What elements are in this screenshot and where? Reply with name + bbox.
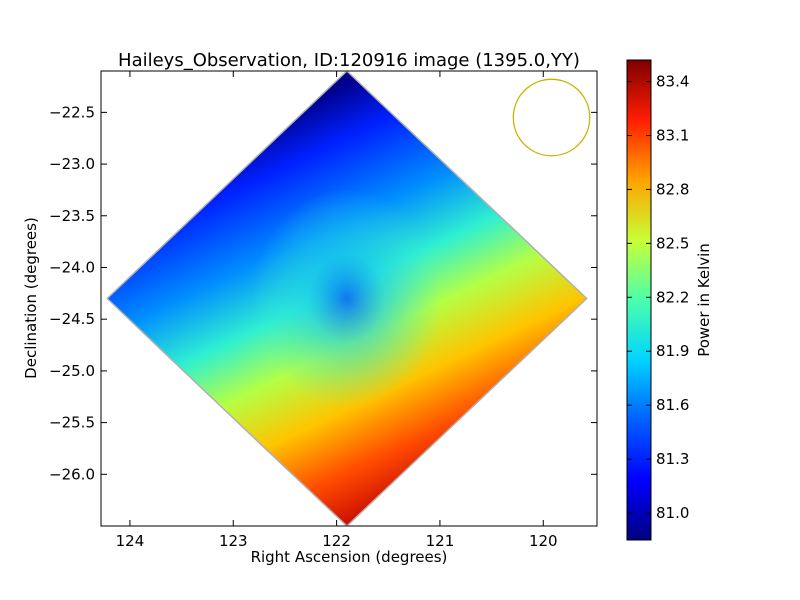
x-tick-label: 123 [219, 532, 248, 550]
colorbar-tick-label: 81.9 [656, 342, 689, 360]
y-tick-label: −23.0 [49, 155, 95, 173]
y-tick-label: −24.0 [49, 258, 95, 276]
y-tick-label: −24.5 [49, 310, 95, 328]
colorbar-tick-label: 82.2 [656, 288, 689, 306]
heatmap-layer [106, 71, 588, 526]
y-axis-label: Declination (degrees) [22, 217, 40, 379]
y-tick-label: −26.0 [49, 465, 95, 483]
colorbar: 81.0 81.3 81.6 81.9 82.2 82.5 82.8 83.1 83.4 Pow… [626, 59, 713, 541]
plot-frame [100, 70, 598, 527]
x-tick-label: 124 [116, 532, 145, 550]
colorbar-tick-label: 82.5 [656, 234, 689, 252]
colorbar-tick-label: 83.4 [656, 73, 689, 91]
x-tick-label: 122 [322, 532, 351, 550]
beam-circle [512, 78, 591, 157]
y-tick-label: −25.0 [49, 362, 95, 380]
x-axis-ticks: 124 123 122 121 120 [116, 71, 558, 550]
y-tick-label: −23.5 [49, 207, 95, 225]
x-tick-label: 121 [426, 532, 455, 550]
colorbar-gradient [626, 59, 652, 541]
colorbar-tick-label: 82.8 [656, 180, 689, 198]
colorbar-label: Power in Kelvin [695, 243, 713, 357]
x-axis-label: Right Ascension (degrees) [251, 548, 448, 566]
y-tick-label: −22.5 [49, 103, 95, 121]
y-axis-ticks: −22.5 −23.0 −23.5 −24.0 −24.5 −25.0 −25.5 −26.0 [49, 103, 597, 483]
colorbar-tick-label: 81.3 [656, 450, 689, 468]
y-tick-label: −25.5 [49, 414, 95, 432]
colorbar-ticks: 81.0 81.3 81.6 81.9 82.2 82.5 82.8 83.1 83.4 [627, 73, 689, 522]
colorbar-tick-label: 83.1 [656, 127, 689, 145]
plot-area: 124 123 122 121 120 −22.5 −23.0 −23.5 −24.0 −24.… [49, 70, 598, 550]
colorbar-tick-label: 81.0 [656, 504, 689, 522]
colorbar-tick-label: 81.6 [656, 396, 689, 414]
heatmap-center-feature [251, 188, 442, 409]
x-tick-label: 120 [529, 532, 558, 550]
chart-title: Haileys_Observation, ID:120916 image (13… [118, 50, 580, 71]
